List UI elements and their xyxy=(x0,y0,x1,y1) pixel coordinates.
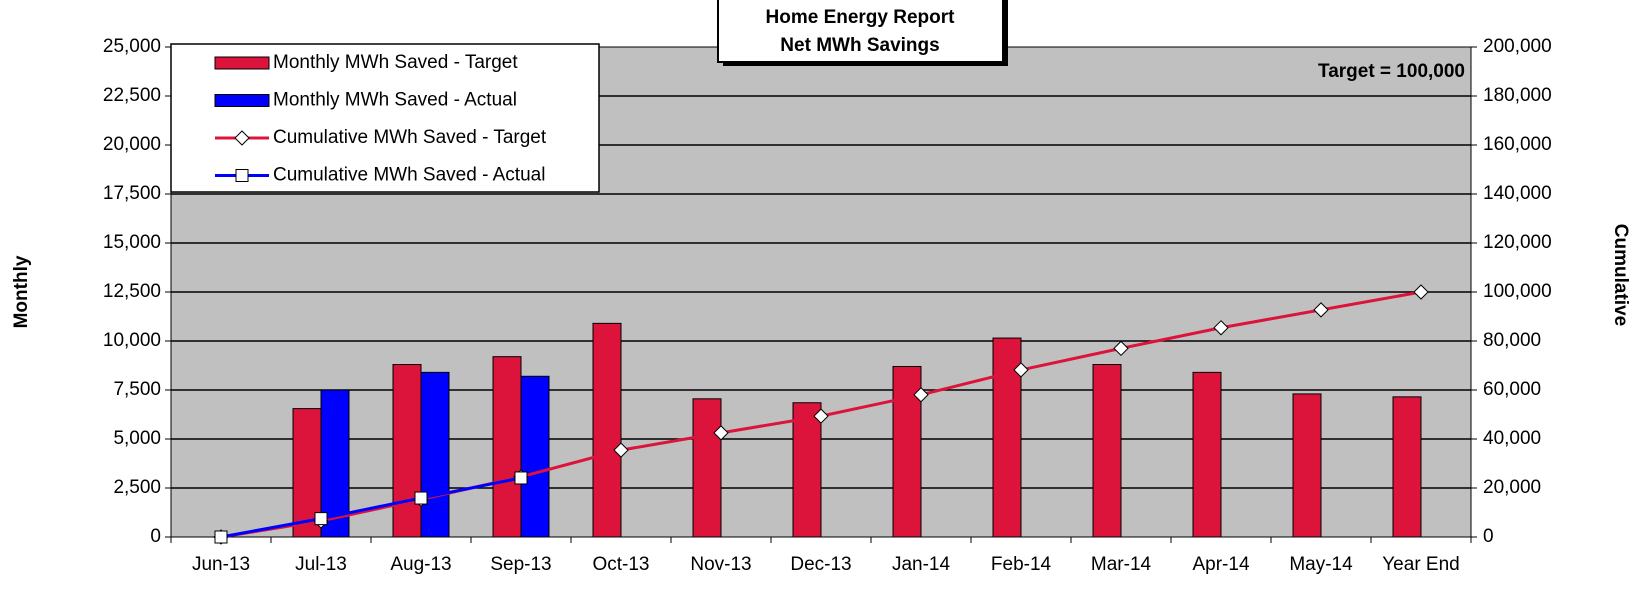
marker xyxy=(613,442,629,458)
marker xyxy=(913,387,929,403)
legend-label: Cumulative MWh Saved - Target xyxy=(273,127,547,148)
y2-tick-label: 60,000 xyxy=(1483,379,1541,400)
y2-tick-label: 180,000 xyxy=(1483,85,1552,106)
x-tick-label: Aug-13 xyxy=(390,554,451,575)
y-tick-label: 12,500 xyxy=(103,281,161,302)
bar xyxy=(420,371,450,538)
bar xyxy=(492,356,522,538)
x-tick-label: Nov-13 xyxy=(690,554,751,575)
x-tick-label: Jun-13 xyxy=(192,554,250,575)
y2-tick-label: 40,000 xyxy=(1483,428,1541,449)
bar xyxy=(520,375,550,538)
bar xyxy=(592,322,622,538)
marker xyxy=(1213,320,1229,336)
bar xyxy=(1092,364,1122,538)
marker xyxy=(514,471,528,485)
marker xyxy=(1413,284,1429,300)
x-tick-label: Year End xyxy=(1382,554,1459,575)
legend-label: Monthly MWh Saved - Target xyxy=(273,52,518,73)
marker xyxy=(1313,302,1329,318)
y2-tick-label: 100,000 xyxy=(1483,281,1552,302)
annotation: Target = 100,000 xyxy=(1318,61,1465,82)
y2-tick-label: 120,000 xyxy=(1483,232,1552,253)
y2-axis-label: Cumulative xyxy=(1610,224,1631,326)
y-tick-label: 17,500 xyxy=(103,183,161,204)
marker xyxy=(813,408,829,424)
x-tick-label: Feb-14 xyxy=(991,554,1052,575)
y-tick-label: 7,500 xyxy=(113,379,161,400)
y-tick-label: 2,500 xyxy=(113,477,161,498)
x-tick-label: Dec-13 xyxy=(790,554,851,575)
bar xyxy=(392,364,422,538)
line xyxy=(220,476,522,539)
chart-title: Net MWh Savings xyxy=(780,35,939,56)
bar xyxy=(1292,393,1322,538)
y2-tick-label: 80,000 xyxy=(1483,330,1541,351)
x-tick-label: Mar-14 xyxy=(1091,554,1152,575)
x-tick-label: Apr-14 xyxy=(1192,554,1249,575)
legend-swatch xyxy=(214,94,270,107)
x-tick-label: Jul-13 xyxy=(295,554,347,575)
marker xyxy=(214,530,228,544)
y-tick-label: 5,000 xyxy=(113,428,161,449)
x-tick-label: Sep-13 xyxy=(490,554,551,575)
y-tick-label: 10,000 xyxy=(103,330,161,351)
y-tick-label: 25,000 xyxy=(103,36,161,57)
marker xyxy=(314,512,328,526)
y2-tick-label: 20,000 xyxy=(1483,477,1541,498)
y-tick-label: 15,000 xyxy=(103,232,161,253)
y-tick-label: 22,500 xyxy=(103,85,161,106)
x-tick-label: May-14 xyxy=(1289,554,1353,575)
marker xyxy=(713,425,729,441)
y2-tick-label: 0 xyxy=(1483,526,1494,547)
legend-marker xyxy=(235,169,249,182)
legend-label: Cumulative MWh Saved - Actual xyxy=(273,165,545,186)
title-box xyxy=(717,0,1004,63)
bar xyxy=(692,398,722,538)
legend-swatch xyxy=(214,56,270,70)
marker xyxy=(1013,362,1029,378)
legend-label: Monthly MWh Saved - Actual xyxy=(273,90,517,111)
y2-tick-label: 200,000 xyxy=(1483,36,1552,57)
y2-tick-label: 160,000 xyxy=(1483,134,1552,155)
bar xyxy=(792,402,822,538)
y-tick-label: 20,000 xyxy=(103,134,161,155)
y-tick-label: 0 xyxy=(150,526,161,547)
x-tick-label: Oct-13 xyxy=(592,554,649,575)
y-axis-label: Monthly xyxy=(11,255,32,328)
x-tick-label: Jan-14 xyxy=(892,554,951,575)
y2-tick-label: 140,000 xyxy=(1483,183,1552,204)
marker xyxy=(1113,340,1129,357)
bar xyxy=(1192,371,1222,538)
marker xyxy=(414,491,428,505)
legend-marker xyxy=(234,130,250,146)
chart-title: Home Energy Report xyxy=(766,7,956,28)
bar xyxy=(1392,396,1422,538)
